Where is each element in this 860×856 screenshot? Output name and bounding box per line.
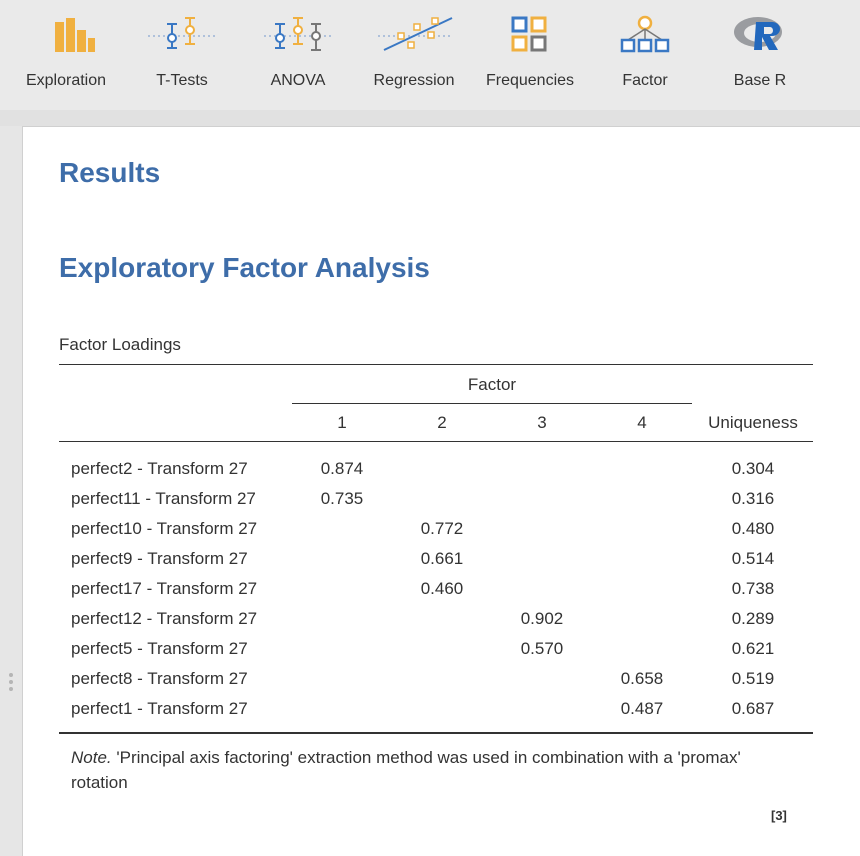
column-header-factor-4: 4 — [637, 413, 647, 432]
results-heading: Results — [59, 157, 161, 188]
exploration-button[interactable]: Exploration — [14, 14, 118, 94]
t-tests-button[interactable]: T-Tests — [142, 14, 222, 94]
column-header-uniqueness: Uniqueness — [708, 413, 798, 432]
loading-factor-3: 0.902 — [520, 609, 564, 628]
factor-label: Factor — [622, 72, 668, 89]
anova-icon — [264, 17, 332, 51]
loading-factor-4: 0.658 — [620, 669, 664, 688]
factor-group-header: Factor — [467, 375, 517, 394]
r-logo-icon — [734, 17, 782, 50]
loading-factor-2: 0.772 — [420, 519, 464, 538]
loading-factor-4: 0.487 — [620, 699, 664, 718]
uniqueness-value: 0.738 — [731, 579, 775, 598]
variable-name: perfect2 - Transform 27 — [71, 459, 248, 478]
factor-icon — [620, 15, 670, 53]
uniqueness-value: 0.480 — [731, 519, 775, 538]
table-row: perfect2 - Transform 27 0.874 0.304 — [23, 453, 860, 483]
anova-label: ANOVA — [270, 72, 326, 89]
frequencies-button[interactable]: Frequencies — [480, 14, 580, 94]
regression-icon — [378, 17, 453, 51]
regression-label: Regression — [373, 72, 455, 89]
variable-name: perfect9 - Transform 27 — [71, 549, 248, 568]
table-header-rule — [59, 441, 813, 442]
analysis-title: Exploratory Factor Analysis — [59, 252, 430, 283]
table-note: Note. 'Principal axis factoring' extract… — [71, 745, 771, 795]
bar-chart-icon — [55, 18, 95, 52]
table-top-rule — [59, 364, 813, 365]
loading-factor-1: 0.874 — [320, 459, 364, 478]
factor-button[interactable]: Factor — [606, 14, 684, 94]
note-label: Note. — [71, 748, 112, 767]
variable-name: perfect1 - Transform 27 — [71, 699, 248, 718]
t-test-icon — [148, 17, 216, 49]
regression-button[interactable]: Regression — [366, 14, 462, 94]
exploration-label: Exploration — [25, 72, 107, 89]
table-row: perfect12 - Transform 27 0.902 0.289 — [23, 603, 860, 633]
uniqueness-value: 0.687 — [731, 699, 775, 718]
t-tests-label: T-Tests — [156, 72, 208, 89]
uniqueness-value: 0.519 — [731, 669, 775, 688]
column-header-factor-2: 2 — [437, 413, 447, 432]
variable-name: perfect8 - Transform 27 — [71, 669, 248, 688]
uniqueness-value: 0.289 — [731, 609, 775, 628]
results-panel: Results Exploratory Factor Analysis Fact… — [22, 126, 860, 856]
variable-name: perfect11 - Transform 27 — [71, 489, 256, 508]
table-caption: Factor Loadings — [59, 335, 181, 354]
uniqueness-value: 0.621 — [731, 639, 775, 658]
anova-button[interactable]: ANOVA — [256, 14, 340, 94]
reference-marker[interactable]: [3] — [771, 808, 787, 823]
table-row: perfect9 - Transform 27 0.661 0.514 — [23, 543, 860, 573]
table-row: perfect8 - Transform 27 0.658 0.519 — [23, 663, 860, 693]
column-header-factor-3: 3 — [537, 413, 547, 432]
variable-name: perfect12 - Transform 27 — [71, 609, 258, 628]
variable-name: perfect5 - Transform 27 — [71, 639, 248, 658]
table-row: perfect11 - Transform 27 0.735 0.316 — [23, 483, 860, 513]
column-header-factor-1: 1 — [337, 413, 347, 432]
base-r-button[interactable]: Base R — [722, 14, 798, 94]
analyses-toolbar: Exploration T-Tests — [0, 0, 860, 110]
table-row: perfect17 - Transform 27 0.460 0.738 — [23, 573, 860, 603]
base-r-label: Base R — [733, 72, 787, 89]
note-text: 'Principal axis factoring' extraction me… — [71, 748, 741, 792]
loading-factor-3: 0.570 — [520, 639, 564, 658]
loading-factor-2: 0.460 — [420, 579, 464, 598]
uniqueness-value: 0.304 — [731, 459, 775, 478]
table-row: perfect1 - Transform 27 0.487 0.687 — [23, 693, 860, 723]
uniqueness-value: 0.514 — [731, 549, 775, 568]
panel-resize-handle[interactable] — [8, 673, 14, 697]
table-row: perfect10 - Transform 27 0.772 0.480 — [23, 513, 860, 543]
variable-name: perfect10 - Transform 27 — [71, 519, 258, 538]
table-row: perfect5 - Transform 27 0.570 0.621 — [23, 633, 860, 663]
frequencies-icon — [511, 16, 547, 52]
frequencies-label: Frequencies — [485, 72, 575, 89]
uniqueness-value: 0.316 — [731, 489, 775, 508]
loading-factor-2: 0.661 — [420, 549, 464, 568]
toolbar-divider — [0, 110, 860, 126]
variable-name: perfect17 - Transform 27 — [71, 579, 258, 598]
factor-group-rule — [292, 403, 692, 404]
table-bottom-rule — [59, 732, 813, 734]
loading-factor-1: 0.735 — [320, 489, 364, 508]
